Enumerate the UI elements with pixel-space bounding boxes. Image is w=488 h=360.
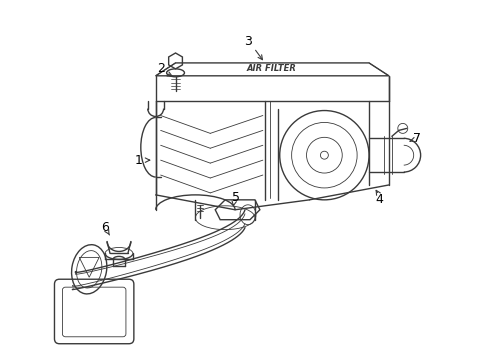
Text: 7: 7 xyxy=(412,132,420,145)
Text: 3: 3 xyxy=(244,35,251,48)
Text: AIR FILTER: AIR FILTER xyxy=(246,64,296,73)
Text: 2: 2 xyxy=(156,62,164,75)
Text: 4: 4 xyxy=(374,193,382,206)
Text: 5: 5 xyxy=(232,192,240,204)
Text: 6: 6 xyxy=(101,221,109,234)
Text: 1: 1 xyxy=(135,154,142,167)
